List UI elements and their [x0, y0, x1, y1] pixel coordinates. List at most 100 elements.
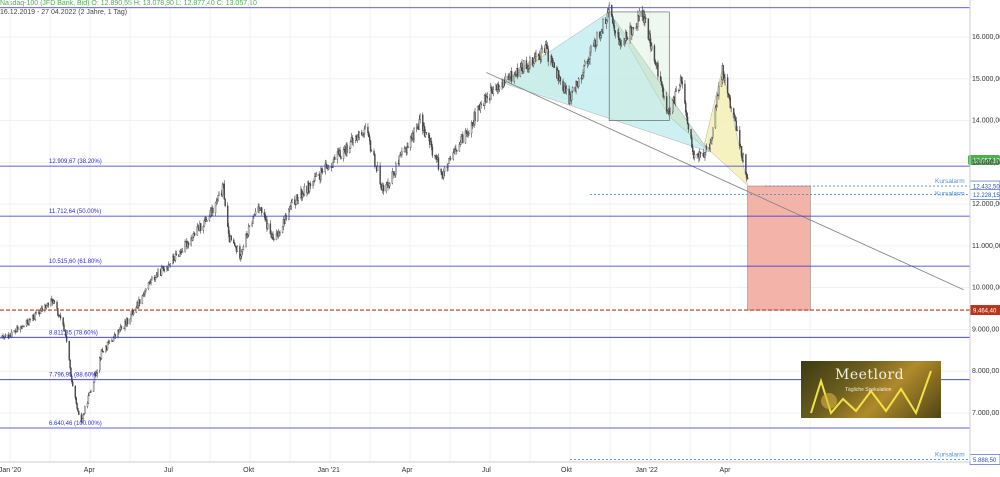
candle-body: [301, 193, 304, 198]
candle-body: [623, 41, 625, 45]
x-tick-label: Okt: [561, 467, 572, 474]
candle-body: [39, 310, 42, 315]
candle-body: [503, 79, 505, 87]
candle-body: [263, 212, 265, 215]
candle-body: [77, 408, 79, 412]
meetlord-logo: Meetlord Tägliche Spekulation: [801, 361, 941, 418]
candle-body: [712, 127, 714, 138]
candle-body: [106, 341, 109, 350]
candle-body: [490, 87, 492, 101]
candle-body: [637, 15, 639, 27]
candle-body: [82, 414, 84, 420]
candle-body: [50, 298, 52, 306]
y-tick-label: 9.000,00: [972, 326, 999, 333]
candle-body: [187, 242, 190, 246]
candle-body: [523, 60, 525, 72]
candle-body: [51, 298, 53, 300]
candle-body: [537, 53, 540, 56]
y-tick-label: 14.000,00: [972, 118, 1000, 125]
candle-body: [196, 226, 198, 236]
candle-body: [254, 214, 256, 216]
candle-body: [526, 68, 529, 70]
candle-body: [102, 351, 104, 353]
alert-label: Kursalarm: [935, 191, 965, 198]
last-price-tag: [968, 154, 1000, 165]
chart-title: Nasdaq-100 (JFD Bank, Bid) O: 12.890,55 …: [0, 0, 257, 7]
candle-body: [130, 313, 132, 320]
candle-body: [174, 253, 177, 261]
candle-body: [715, 106, 717, 109]
candle-body: [590, 45, 592, 53]
candle-body: [668, 109, 670, 114]
candle-body: [351, 137, 353, 143]
candle-body: [374, 154, 376, 167]
candle-body: [388, 185, 390, 188]
candle-body: [644, 17, 646, 24]
candle-body: [465, 130, 468, 134]
candle-body: [468, 133, 470, 135]
candle-body: [562, 80, 564, 91]
trendline: [486, 72, 964, 291]
candle-body: [431, 146, 434, 156]
candle-body: [101, 349, 104, 352]
candle-body: [619, 41, 622, 46]
candle-body: [309, 183, 312, 187]
candle-body: [638, 10, 641, 17]
candle-body: [704, 152, 706, 158]
candle-body: [636, 26, 638, 28]
candle-body: [690, 129, 692, 139]
candle-body: [380, 183, 382, 188]
candle-body: [449, 158, 452, 160]
candle-body: [685, 111, 688, 118]
candle-body: [281, 226, 284, 233]
candle-body: [114, 334, 117, 337]
candle-body: [26, 319, 29, 324]
candle-body: [419, 114, 421, 120]
candle-body: [746, 177, 749, 180]
candle-body: [63, 324, 65, 332]
candle-body: [59, 315, 62, 319]
candle-body: [589, 51, 591, 61]
candle-body: [15, 331, 17, 333]
x-tick-label: Jan '22: [635, 467, 657, 474]
x-tick-label: Apr: [720, 467, 732, 474]
candle-body: [733, 114, 736, 119]
candle-body: [84, 406, 86, 414]
candle-body: [437, 157, 440, 170]
candle-body: [100, 349, 103, 359]
candle-body: [289, 206, 292, 209]
candle-body: [236, 246, 239, 252]
candle-body: [205, 217, 207, 222]
candle-body: [647, 18, 650, 40]
candle-body: [598, 32, 601, 38]
candle-body: [160, 267, 163, 276]
candle-body: [679, 85, 681, 91]
candle-body: [379, 165, 381, 184]
fib-level-label: 8.811,35 (78.60%): [49, 330, 98, 336]
candle-body: [264, 214, 266, 221]
candle-body: [533, 57, 535, 64]
alert-label: Kursalarm: [935, 178, 965, 185]
candle-body: [691, 137, 693, 148]
candle-body: [476, 106, 479, 122]
candle-body: [247, 234, 249, 237]
candle-body: [206, 220, 208, 222]
candle-body: [441, 171, 443, 176]
candle-body: [368, 136, 371, 141]
candle-body: [583, 65, 585, 73]
candle-body: [89, 391, 91, 393]
candle-body: [217, 195, 219, 201]
candle-body: [86, 403, 89, 407]
candle-body: [462, 134, 464, 144]
candle-body: [224, 199, 226, 207]
candle-body: [474, 112, 476, 122]
candle-body: [129, 318, 131, 325]
candle-body: [734, 117, 737, 122]
candle-body: [349, 141, 352, 149]
candle-body: [240, 255, 242, 259]
candle-body: [68, 341, 70, 361]
y-tick-label: 7.000,00: [972, 410, 999, 417]
candle-body: [401, 151, 403, 155]
candle-body: [62, 317, 64, 325]
